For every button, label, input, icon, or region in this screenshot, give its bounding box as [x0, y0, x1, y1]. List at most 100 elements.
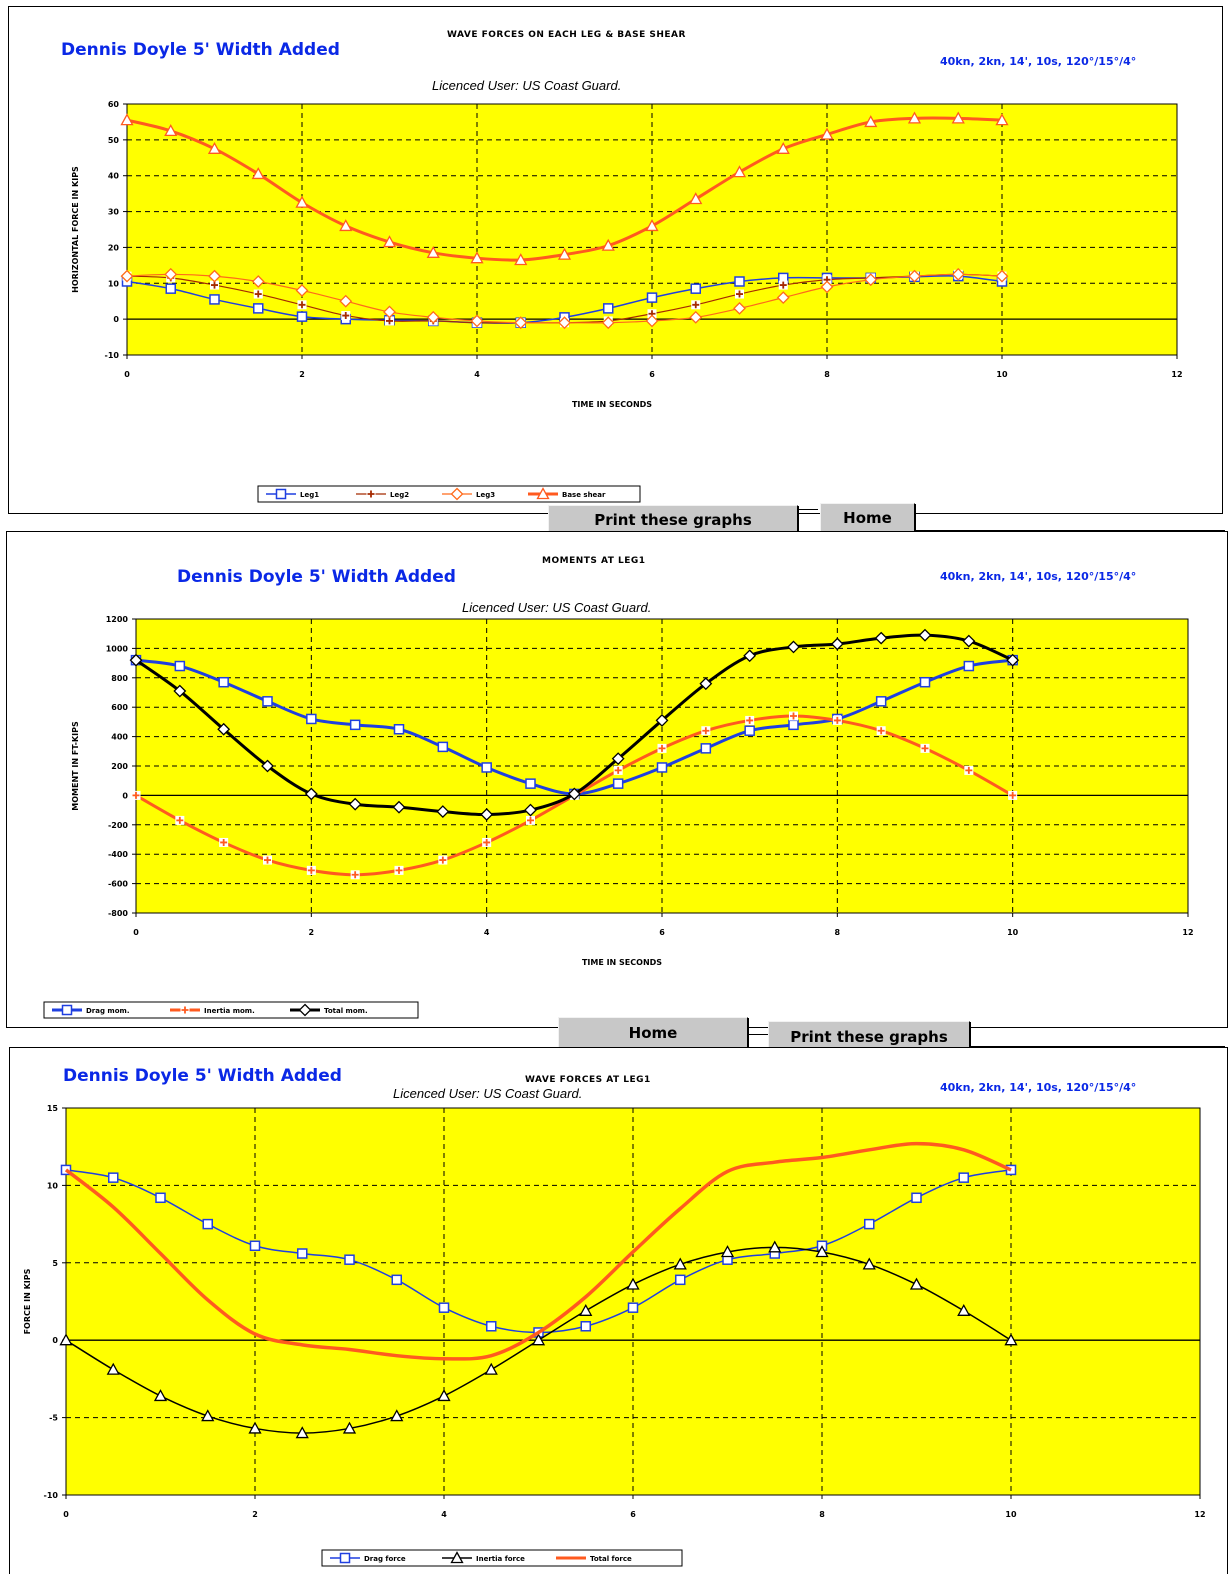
y-tick-label: 10 — [47, 1181, 59, 1190]
legend-entry: Total force — [590, 1555, 632, 1563]
x-tick-label: 4 — [474, 370, 480, 379]
data-point-marker — [612, 778, 624, 789]
data-point-marker — [339, 294, 353, 308]
data-point-marker — [253, 303, 264, 314]
data-point-marker — [699, 677, 713, 691]
data-point-marker — [514, 316, 528, 330]
x-tick-label: 6 — [630, 1510, 636, 1519]
y-tick-label: -800 — [108, 909, 128, 918]
data-point-marker — [675, 1274, 686, 1286]
data-point-marker — [298, 301, 306, 309]
y-axis-label: MOMENT IN FT-KIPS — [71, 721, 80, 811]
data-point-marker — [692, 301, 700, 309]
data-point-marker — [470, 251, 484, 264]
y-tick-label: 1200 — [106, 615, 129, 624]
data-point-marker — [393, 724, 405, 735]
data-point-marker — [603, 303, 614, 314]
y-tick-label: -200 — [108, 821, 128, 830]
data-point-marker — [218, 676, 229, 688]
licence-text: Licenced User: US Coast Guard. — [462, 600, 652, 615]
data-point-marker — [437, 741, 449, 753]
data-point-marker — [344, 1254, 355, 1265]
data-point-marker — [426, 310, 440, 324]
data-point-marker — [833, 716, 841, 724]
data-point-marker — [392, 800, 406, 814]
data-point-marker — [527, 816, 534, 824]
data-point-marker — [1009, 791, 1017, 799]
y-tick-label: 50 — [108, 136, 120, 145]
data-point-marker — [220, 838, 228, 846]
data-point-marker — [217, 722, 231, 736]
y-tick-label: 200 — [111, 762, 128, 771]
x-tick-label: 6 — [659, 928, 665, 937]
y-tick-label: 400 — [111, 733, 128, 742]
data-point-marker — [951, 111, 965, 124]
y-tick-label: 0 — [52, 1336, 58, 1345]
data-point-marker — [815, 1245, 829, 1258]
data-point-marker — [297, 1248, 308, 1259]
data-point-marker — [655, 714, 669, 727]
x-tick-label: 2 — [299, 370, 305, 379]
data-point-marker — [790, 712, 797, 720]
data-point-marker — [132, 791, 140, 799]
data-point-marker — [106, 1362, 120, 1375]
data-point-marker — [438, 1302, 450, 1313]
project-title: Dennis Doyle 5' Width Added — [63, 1066, 342, 1086]
data-point-marker — [919, 676, 931, 688]
legend-box — [43, 1001, 419, 1019]
wave-params: 40kn, 2kn, 14', 10s, 120°/15°/4° — [940, 1081, 1137, 1094]
connector-line — [970, 1046, 1225, 1047]
y-axis-label: FORCE IN KIPS — [23, 1268, 32, 1334]
data-point-marker — [251, 167, 265, 180]
data-point-marker — [207, 141, 222, 154]
data-point-marker — [486, 1321, 497, 1332]
project-title: Dennis Doyle 5' Width Added — [61, 40, 340, 60]
data-point-marker — [580, 1321, 591, 1332]
data-point-marker — [251, 275, 265, 288]
x-tick-label: 8 — [824, 370, 830, 379]
data-point-marker — [567, 787, 581, 801]
data-point-marker — [342, 312, 350, 320]
data-point-marker — [436, 805, 450, 818]
data-point-marker — [864, 115, 878, 128]
legend-entry: Total mom. — [324, 1007, 368, 1015]
x-tick-label: 6 — [649, 370, 655, 379]
data-point-marker — [61, 1004, 73, 1016]
data-point-marker — [164, 267, 178, 281]
data-point-marker — [275, 488, 287, 500]
x-tick-label: 10 — [996, 370, 1008, 379]
y-tick-label: 5 — [52, 1259, 58, 1268]
legend-entry: Drag force — [364, 1555, 406, 1563]
data-point-marker — [864, 273, 878, 287]
y-tick-label: -10 — [44, 1491, 59, 1500]
chart-title: WAVE FORCES AT LEG1 — [525, 1075, 651, 1085]
data-point-marker — [673, 1257, 687, 1270]
data-point-marker — [480, 808, 494, 821]
data-point-marker — [351, 871, 359, 879]
data-point-marker — [907, 111, 922, 124]
data-point-marker — [120, 269, 134, 283]
y-tick-label: 30 — [108, 208, 120, 217]
licence-text: Licenced User: US Coast Guard. — [432, 78, 622, 93]
legend-entry: Inertia mom. — [204, 1007, 255, 1015]
connector-line — [798, 509, 818, 510]
data-point-marker — [1006, 653, 1020, 667]
y-tick-label: 15 — [47, 1104, 59, 1113]
data-point-marker — [918, 628, 932, 642]
data-point-marker — [768, 1240, 782, 1253]
data-point-marker — [165, 283, 176, 294]
data-point-marker — [963, 660, 975, 672]
data-point-marker — [254, 290, 262, 298]
data-point-marker — [108, 1172, 119, 1183]
y-tick-label: -400 — [108, 850, 128, 859]
chart-title: MOMENTS AT LEG1 — [542, 556, 646, 566]
x-tick-label: 12 — [1171, 370, 1182, 379]
y-tick-label: 600 — [111, 703, 128, 712]
data-point-marker — [264, 856, 271, 864]
legend-entry: Leg1 — [300, 491, 319, 499]
data-point-marker — [514, 253, 528, 266]
data-point-marker — [645, 314, 659, 328]
data-point-marker — [164, 124, 178, 137]
data-point-marker — [614, 766, 622, 774]
